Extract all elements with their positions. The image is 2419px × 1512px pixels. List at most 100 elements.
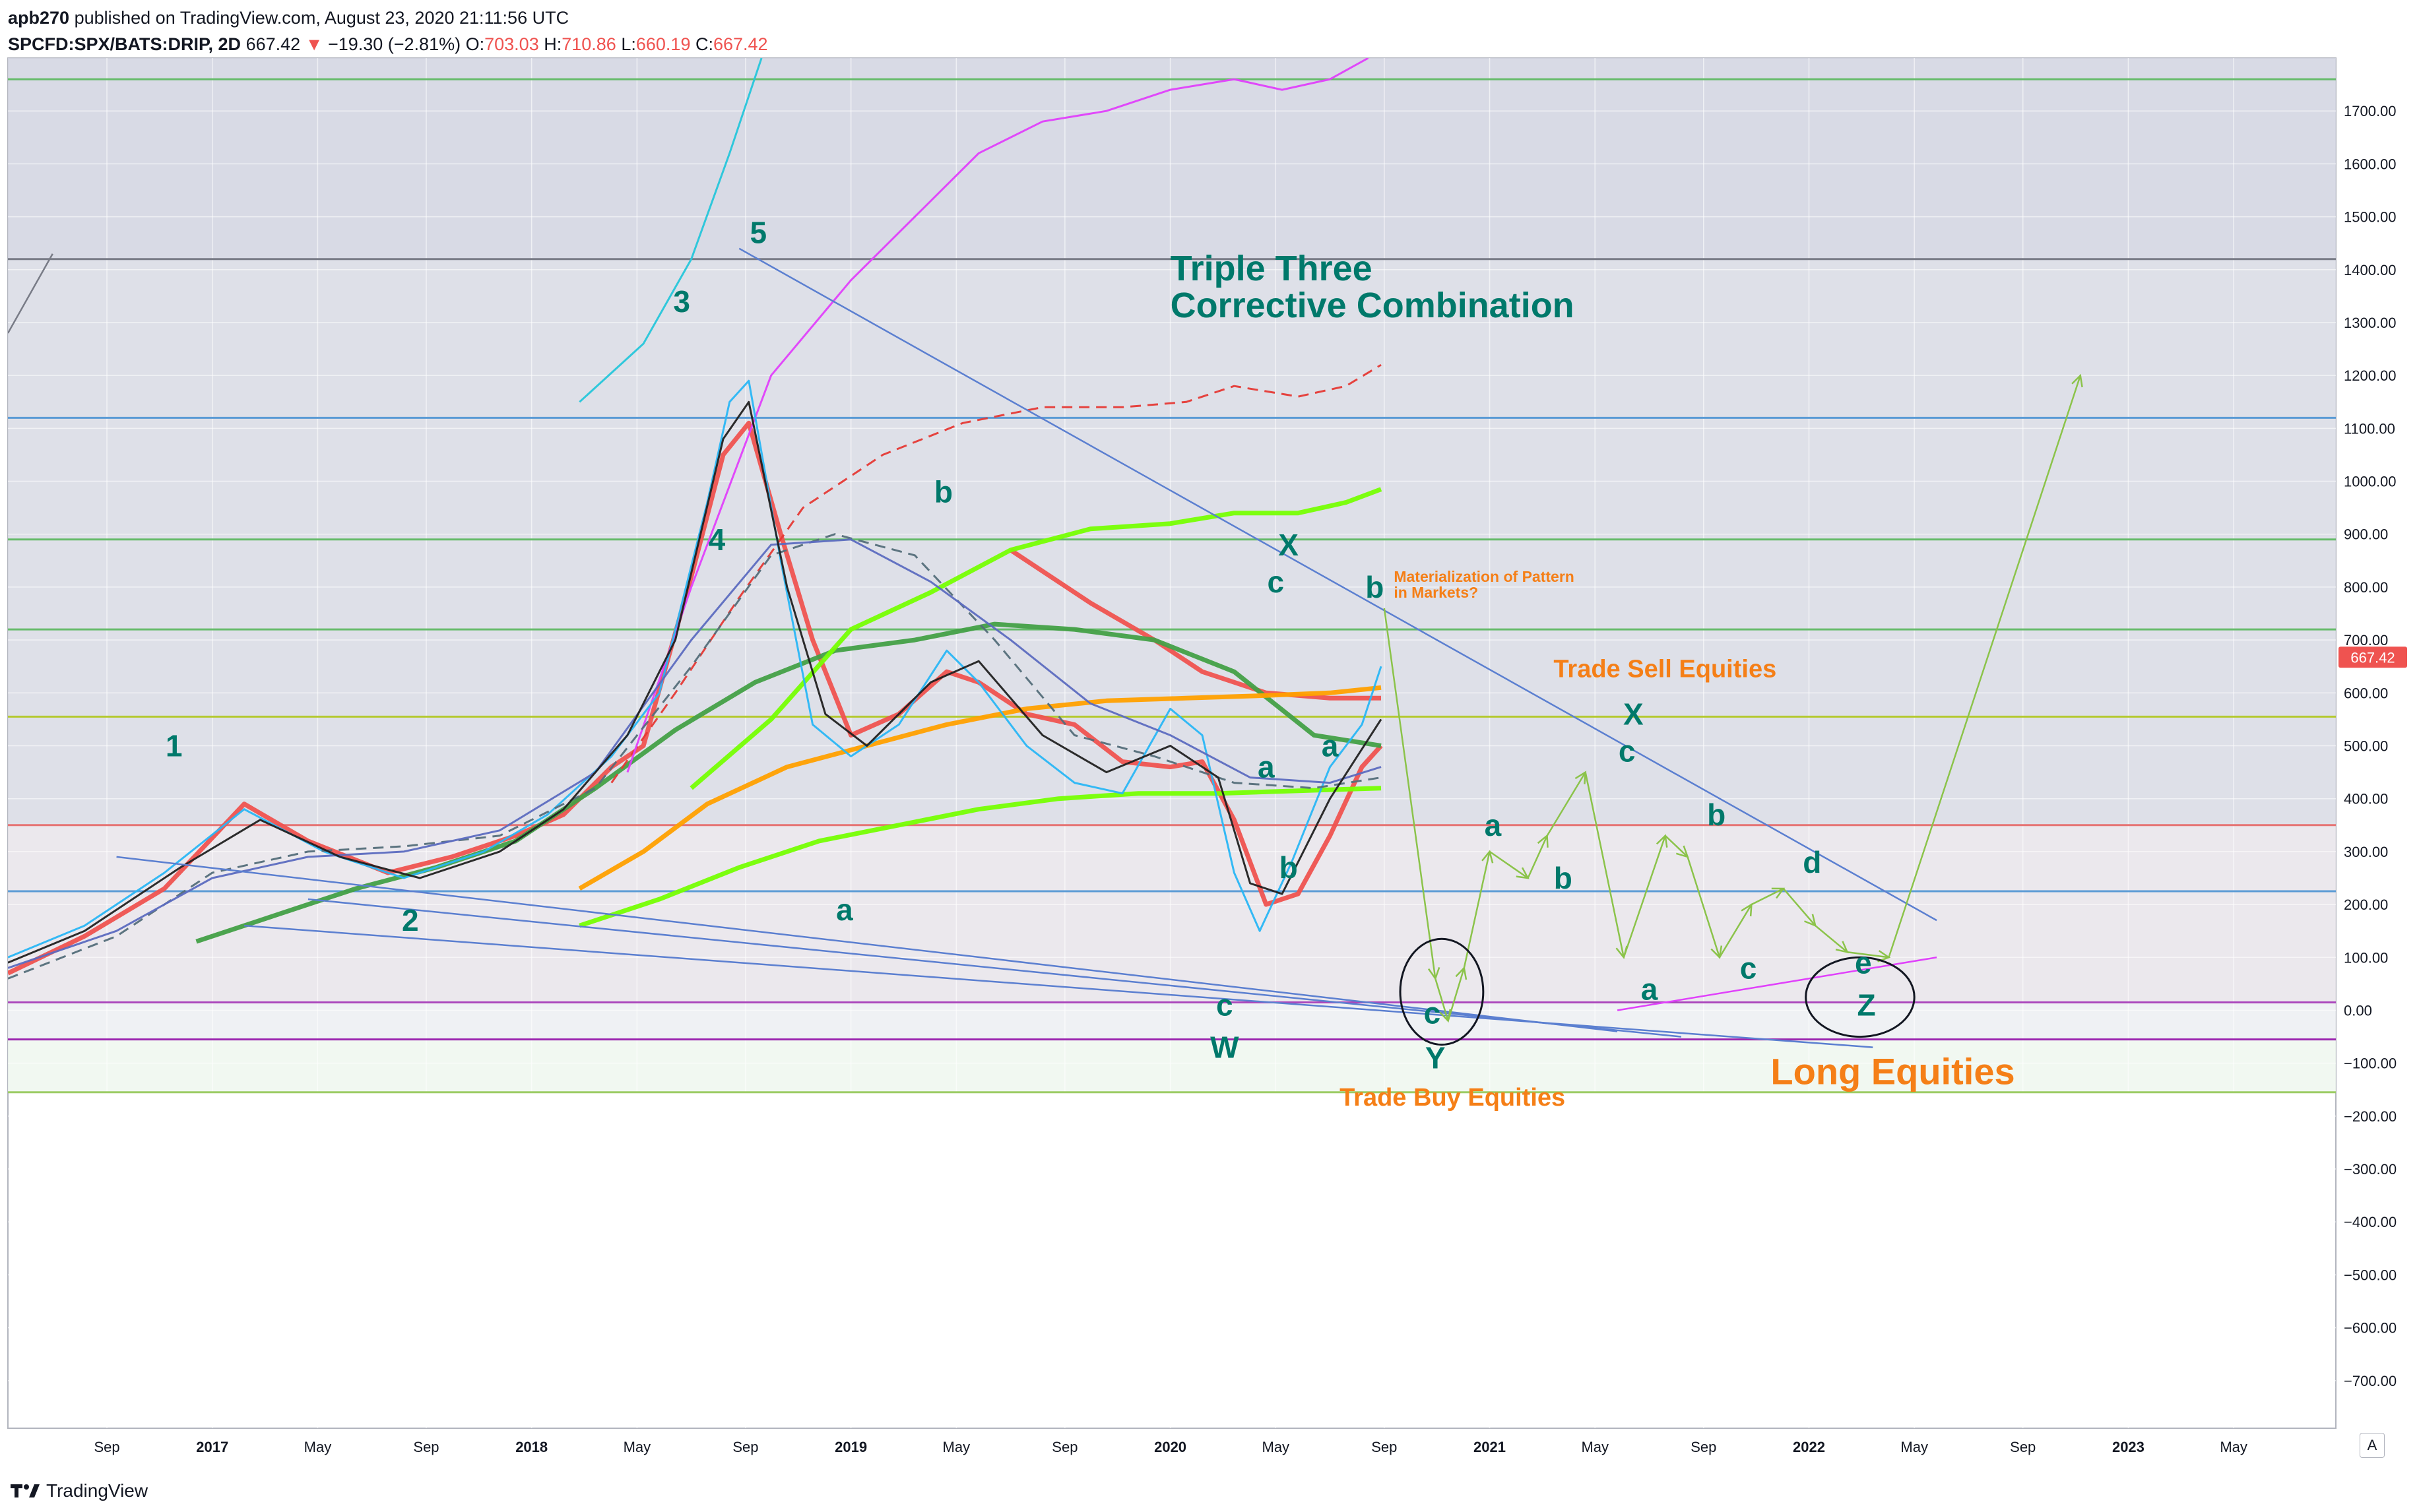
y-tick-label-15: 200.00 bbox=[2344, 897, 2388, 913]
x-tick-label-11: May bbox=[1262, 1439, 1290, 1455]
annotation-label-32: Trade Buy Equities bbox=[1339, 1084, 1565, 1112]
price-change: −19.30 (−2.81%) bbox=[327, 34, 461, 54]
projection-segment-5 bbox=[1527, 835, 1548, 879]
series-line-2 bbox=[195, 621, 1382, 944]
y-tick-label-7: 1000.00 bbox=[2344, 474, 2397, 490]
series-line-10 bbox=[8, 533, 1382, 980]
x-tick-label-13: 2021 bbox=[1473, 1439, 1506, 1455]
annotation-label-1: 2 bbox=[402, 903, 419, 937]
publisher-line: apb270 published on TradingView.com, Aug… bbox=[8, 8, 569, 28]
open-label: O: bbox=[465, 34, 485, 54]
x-tick-label-4: 2018 bbox=[515, 1439, 548, 1455]
close-value: 667.42 bbox=[713, 34, 768, 54]
projection-segment-6 bbox=[1546, 771, 1586, 836]
annotation-label-19: X bbox=[1623, 697, 1644, 731]
x-tick-label-15: Sep bbox=[1691, 1439, 1716, 1455]
last-price-tag bbox=[2338, 646, 2407, 668]
y-tick-label-23: −600.00 bbox=[2344, 1320, 2397, 1337]
y-tick-label-4: 1300.00 bbox=[2344, 315, 2397, 331]
projection-arrowhead-16 bbox=[2071, 373, 2083, 388]
series-line-7 bbox=[626, 58, 1369, 773]
down-arrow-icon: ▼ bbox=[305, 34, 323, 54]
projection-segment-11 bbox=[1718, 904, 1753, 958]
projection-segment-8 bbox=[1623, 835, 1666, 958]
annotation-label-13: a bbox=[1322, 729, 1339, 763]
annotation-label-14: b bbox=[1365, 570, 1384, 604]
projection-segment-15 bbox=[1847, 951, 1889, 959]
y-tick-label-1: 1600.00 bbox=[2344, 156, 2397, 172]
annotation-label-11: c bbox=[1267, 565, 1284, 599]
trendline-2 bbox=[307, 898, 1682, 1038]
author-name[interactable]: apb270 bbox=[8, 8, 70, 28]
y-tick-label-9: 800.00 bbox=[2344, 579, 2388, 596]
annotation-label-5: a bbox=[836, 893, 853, 927]
y-tick-label-13: 400.00 bbox=[2344, 791, 2388, 807]
x-tick-label-14: May bbox=[1581, 1439, 1609, 1455]
series-line-12 bbox=[8, 400, 1382, 964]
zone-band-3 bbox=[8, 1002, 2336, 1040]
y-tick-label-11: 600.00 bbox=[2344, 685, 2388, 701]
annotation-label-31: Trade Sell Equities bbox=[1553, 655, 1776, 683]
trendline-5 bbox=[8, 253, 53, 334]
last-price: 667.42 bbox=[245, 34, 301, 54]
projection-segment-13 bbox=[1782, 888, 1817, 926]
x-tick-label-20: May bbox=[2220, 1439, 2247, 1455]
y-tick-label-19: −200.00 bbox=[2344, 1108, 2397, 1125]
projection-segment-4 bbox=[1489, 850, 1529, 879]
series-line-5 bbox=[690, 487, 1382, 790]
projection-segment-3 bbox=[1463, 851, 1491, 968]
x-tick-label-9: Sep bbox=[1052, 1439, 1078, 1455]
y-tick-label-21: −400.00 bbox=[2344, 1214, 2397, 1230]
x-tick-label-5: May bbox=[624, 1439, 651, 1455]
annotation-label-30: in Markets? bbox=[1394, 584, 1478, 601]
trendline-0 bbox=[738, 247, 1937, 922]
projection-segment-16 bbox=[1888, 375, 2082, 958]
published-text: published on TradingView.com, August 23,… bbox=[74, 8, 569, 28]
annotation-label-20: c bbox=[1619, 734, 1636, 769]
x-tick-label-12: Sep bbox=[1371, 1439, 1397, 1455]
projection-segment-1 bbox=[1435, 978, 1449, 1021]
low-value: 660.19 bbox=[635, 34, 691, 54]
series-line-11 bbox=[8, 538, 1382, 969]
annotation-label-3: 4 bbox=[709, 522, 726, 557]
projection-segment-7 bbox=[1584, 772, 1625, 958]
annotation-label-23: c bbox=[1740, 951, 1757, 985]
annotation-label-25: e bbox=[1855, 945, 1872, 980]
projection-arrowhead-4 bbox=[1516, 867, 1530, 879]
low-label: L: bbox=[621, 34, 636, 54]
open-value: 703.03 bbox=[484, 34, 539, 54]
chart-header: apb270 published on TradingView.com, Aug… bbox=[8, 5, 2410, 58]
ellipse-marker-0 bbox=[1399, 937, 1485, 1046]
annotation-label-9: a bbox=[1258, 750, 1275, 784]
auto-scale-button[interactable]: A bbox=[2360, 1433, 2385, 1458]
annotation-label-18: b bbox=[1554, 861, 1572, 895]
ellipse-marker-1 bbox=[1805, 956, 1916, 1038]
annotation-label-22: b bbox=[1707, 798, 1726, 832]
series-line-3 bbox=[578, 685, 1382, 891]
y-tick-label-5: 1200.00 bbox=[2344, 367, 2397, 384]
symbol-name[interactable]: SPCFD:SPX/BATS:DRIP, 2D bbox=[8, 34, 242, 54]
y-tick-label-0: 1700.00 bbox=[2344, 103, 2397, 119]
zone-band-2 bbox=[8, 825, 2336, 1003]
series-line-6 bbox=[610, 363, 1382, 784]
projection-segment-14 bbox=[1815, 925, 1848, 953]
annotation-label-24: d bbox=[1803, 845, 1821, 879]
annotation-label-4: 5 bbox=[750, 216, 767, 250]
y-tick-label-22: −500.00 bbox=[2344, 1267, 2397, 1283]
projection-segment-9 bbox=[1664, 835, 1689, 858]
projection-segment-10 bbox=[1687, 856, 1721, 958]
x-tick-label-19: 2023 bbox=[2112, 1439, 2145, 1455]
projection-segment-0 bbox=[1383, 608, 1436, 979]
annotation-label-16: Y bbox=[1425, 1041, 1446, 1075]
tradingview-footer: TradingView bbox=[9, 1478, 273, 1504]
x-tick-label-6: Sep bbox=[732, 1439, 758, 1455]
annotation-label-7: c bbox=[1216, 988, 1233, 1022]
y-tick-label-3: 1400.00 bbox=[2344, 262, 2397, 278]
x-tick-label-1: 2017 bbox=[196, 1439, 228, 1455]
y-tick-label-20: −300.00 bbox=[2344, 1161, 2397, 1178]
x-tick-label-0: Sep bbox=[94, 1439, 119, 1455]
zone-band-4 bbox=[8, 1039, 2336, 1092]
